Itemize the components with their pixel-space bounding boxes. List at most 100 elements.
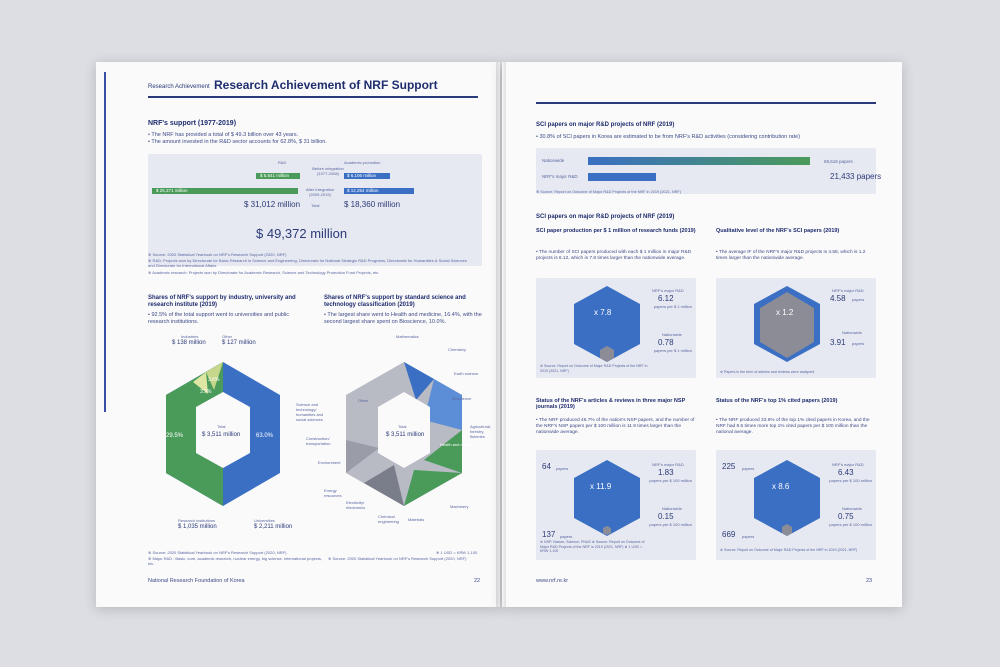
hex1-uni-label: Universities xyxy=(254,518,275,523)
q3-top-unit: papers xyxy=(556,466,569,471)
q2-hex xyxy=(754,286,820,362)
hex1-pct-other: 3.6% xyxy=(208,377,220,383)
footer-org: National Research Foundation of Korea xyxy=(148,578,245,584)
page-number-right: 23 xyxy=(866,578,873,584)
q3-bottom-unit: papers xyxy=(560,534,573,539)
ap-after-bar xyxy=(344,188,414,194)
q3-nat-label: Nationwide xyxy=(662,506,682,511)
bullet-shares-class: • The largest share went to Health and m… xyxy=(324,312,482,325)
q1-text: • The number of SCI papers produced with… xyxy=(536,250,692,261)
q3-text: • The NRF produced 46.7% of the nation's… xyxy=(536,418,695,435)
hex1-ri-value: $ 1,035 million xyxy=(178,524,217,530)
hex2-agri: Agricultural, forestry, fisheries xyxy=(470,424,492,439)
support-table xyxy=(148,154,482,266)
q4-nrf-label: NRF's major R&D xyxy=(832,462,864,467)
book-spine xyxy=(496,62,506,607)
bar-nrf xyxy=(588,173,656,181)
hex1-ri-label: Research institutions xyxy=(178,518,216,523)
sci-bar-panel xyxy=(536,148,876,194)
hex2-math: Mathematics xyxy=(396,334,419,339)
before-label: Before integration (1977-2008) xyxy=(312,166,344,176)
q1-hex xyxy=(574,286,640,362)
q4-mult: x 8.6 xyxy=(772,482,790,491)
q4-nrf-value: 6.43 xyxy=(838,468,854,477)
hex2-bio: Bioscience xyxy=(452,396,472,401)
section-kicker: Research Achievement xyxy=(148,84,210,90)
rd-before-value: $ 5,641 million xyxy=(260,173,290,178)
q1-nrf-label: NRF's major R&D xyxy=(652,288,684,293)
header-rule xyxy=(148,96,478,98)
page-number-left: 22 xyxy=(474,578,481,584)
hex2-energy: Energy resources xyxy=(324,488,342,498)
hex1-pct-research: 29.5% xyxy=(166,433,184,439)
source-note-1: ※ Source: 2020 Statistical Yearbook on N… xyxy=(148,252,287,257)
q4-nat-value: 0.75 xyxy=(838,512,854,521)
rd-before-bar xyxy=(256,173,300,179)
q1-nat-label: Nationwide xyxy=(662,332,682,337)
bar-nationwide xyxy=(588,157,810,165)
q4-hex xyxy=(754,460,820,536)
ap-before-bar xyxy=(344,173,390,179)
hex2-total-value: $ 3,511 million xyxy=(386,432,425,438)
hex2-earth: Earth science xyxy=(454,371,479,376)
fx-note: ※ 1 USD = KRW 1,100 xyxy=(436,550,478,555)
q4-text: • The NRF produced 33.6% of the top 1% c… xyxy=(716,418,870,435)
section-sci-papers: SCI papers on major R&D projects of NRF … xyxy=(536,122,675,128)
org-share-hexagon xyxy=(166,362,280,506)
class-share-hexagon xyxy=(346,362,462,506)
right-page: SCI papers on major R&D projects of NRF … xyxy=(502,62,902,607)
hex2-chem: Chemistry xyxy=(448,347,467,352)
hex1-other-value: $ 127 million xyxy=(222,340,256,346)
footer-url[interactable]: www.nrf.re.kr xyxy=(536,578,569,584)
rd-header: R&D xyxy=(278,160,287,165)
source-note-6: ※ Source: 2020 Statistical Yearbook on N… xyxy=(328,556,467,561)
hex1-pct-industries: 3.9% xyxy=(200,389,212,395)
q3-bottom: 137 xyxy=(542,530,556,539)
q4-nat-unit: papers per $ 100 million xyxy=(829,522,872,527)
rd-after-value: $ 25,371 million xyxy=(156,188,188,193)
bar-label-nationwide: Nationwide xyxy=(542,158,565,163)
hex1-other: Other xyxy=(222,334,233,339)
hex2-total-label: Total xyxy=(398,424,407,429)
q2-nrf-value: 4.58 xyxy=(830,294,846,303)
q4-top: 225 xyxy=(722,462,736,471)
hex1-pct-uni: 63.0% xyxy=(256,433,274,439)
q1-mult: x 7.8 xyxy=(594,308,612,317)
q3-mult: x 11.9 xyxy=(590,482,612,491)
hex1-industries-value: $ 138 million xyxy=(172,340,206,346)
hex2-elec: Electricity/ electronics xyxy=(346,500,366,510)
rd-total: $ 31,012 million xyxy=(244,200,301,209)
bar-source: ※ Source: Report on Outcome of Major R&D… xyxy=(536,190,681,194)
q3-top: 64 xyxy=(542,462,551,471)
q1-nat-unit: papers per $ 1 million xyxy=(653,348,692,353)
hex2-social: Science and technology/ humanities and s… xyxy=(296,402,324,422)
bullet-total: • The NRF has provided a total of $ 49.3… xyxy=(148,132,299,138)
q1-nat-value: 0.78 xyxy=(658,338,674,347)
q3-nrf-label: NRF's major R&D xyxy=(652,462,684,467)
left-page: Research Achievement Research Achievemen… xyxy=(96,62,500,607)
page-title: Research Achievement of NRF Support xyxy=(214,78,438,92)
total-label: Total xyxy=(311,203,320,208)
ap-total: $ 18,360 million xyxy=(344,200,401,209)
q4-source: ※ Source: Report on Outcome of Major R&D… xyxy=(720,548,858,552)
q2-nrf-label: NRF's major R&D xyxy=(832,288,864,293)
q3-nrf-value: 1.83 xyxy=(658,468,674,477)
hex2-env: Environment xyxy=(318,460,341,465)
q4-title: Status of the NRF's top 1% cited papers … xyxy=(716,398,838,404)
q3-nat-value: 0.15 xyxy=(658,512,674,521)
source-note-4: ※ Source: 2020 Statistical Yearbook on N… xyxy=(148,550,287,555)
bar-value-nrf: 21,433 papers xyxy=(830,172,882,181)
q1-source: ※ Source: Report on Outcome of Major R&D… xyxy=(540,364,648,373)
q1-nrf-unit: papers per $ 1 million xyxy=(653,304,692,309)
q4-top-unit: papers xyxy=(742,466,755,471)
q3-hex xyxy=(574,460,640,536)
after-label: After integration (2009-2019) xyxy=(305,187,335,197)
source-note-3: ※ Academic research: Projects won by Dir… xyxy=(148,270,380,275)
q3-source: ※ NSP: Nature, Science, PNAS ※ Source: R… xyxy=(540,540,645,553)
q3-title: Status of the NRF's articles & reviews i… xyxy=(536,398,686,410)
bar-value-nationwide: 69,618 papers xyxy=(824,159,853,164)
q2-source: ※ Papers in the form of articles and rev… xyxy=(720,370,815,374)
q4-bottom: 669 xyxy=(722,530,736,539)
section-shares-class: Shares of NRF's support by standard scie… xyxy=(324,295,466,308)
ap-before-value: $ 6,106 million xyxy=(347,173,377,178)
